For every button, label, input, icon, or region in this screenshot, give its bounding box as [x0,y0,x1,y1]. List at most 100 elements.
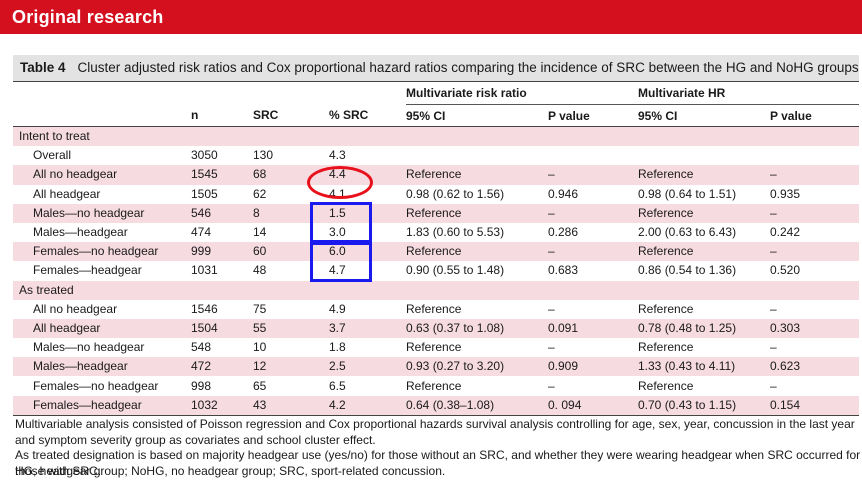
cell-hr-ci: 0.98 (0.64 to 1.51) [638,186,737,201]
table-row: Females—headgear 1032 43 4.2 0.64 (0.38–… [13,395,860,416]
cell-rr-ci: Reference [406,203,548,223]
cell-rr-p: – [548,301,555,316]
cell-hr-p: 0.154 [770,395,860,416]
cell-src: 75 [253,301,267,316]
cell-rr-p: 0.946 [548,186,579,201]
cell-rr-ci: 0.63 (0.37 to 1.08) [406,318,548,339]
cell-src: 12 [253,357,329,377]
cell-rr-p: – [548,378,555,393]
cell-rr-p: 0. 094 [548,395,638,416]
cell-hr-ci: 0.70 (0.43 to 1.15) [638,395,770,416]
cell-rr-p: – [548,165,638,185]
cell-n: 546 [191,203,253,223]
table-label: Table 4 [20,60,66,75]
cell-src: 55 [253,318,329,339]
cell-hr-ci: Reference [638,340,694,355]
cell-hr-p: – [770,203,860,223]
col-header-src: SRC [253,104,329,127]
cell-n: 1504 [191,318,253,339]
cell-hr-ci: Reference [638,378,694,393]
table-row: All headgear 1504 55 3.7 0.63 (0.37 to 1… [13,318,860,339]
row-label: Females—no headgear [13,242,191,262]
cell-rr-ci: Reference [406,340,462,355]
cell-hr-p: – [770,301,777,316]
table-row: Males—headgear 472 12 2.5 0.93 (0.27 to … [13,357,860,377]
cell-hr-ci: Reference [638,203,770,223]
cell-hr-ci: Reference [638,242,770,262]
cell-rr-ci: Reference [406,165,548,185]
cell-hr-p: – [770,340,777,355]
cell-n: 474 [191,225,212,240]
col-header-rr-p: P value [548,104,638,127]
results-table: Multivariate risk ratio Multivariate HR … [13,81,860,416]
cell-rr-ci: Reference [406,378,462,393]
table-row: Overall 3050 130 4.3 [13,146,859,165]
cell-rr-ci: Reference [406,242,548,262]
cell-rr-p: 0.286 [548,225,579,240]
cell-rr-ci: 0.93 (0.27 to 3.20) [406,357,548,377]
table-row: Males—no headgear 546 8 1.5 Reference – … [13,203,860,223]
cell-pct: 2.5 [329,357,406,377]
cell-hr-p: 0.623 [770,357,860,377]
cell-hr-p: 0.303 [770,318,860,339]
table-row: All no headgear 1546 75 4.9 Reference – … [13,300,859,319]
section-row-as-treated: As treated [13,280,860,300]
table-title: Cluster adjusted risk ratios and Cox pro… [77,60,859,75]
section-title: As treated [13,280,860,300]
cell-hr-ci: Reference [638,301,694,316]
cell-rr-ci: 1.83 (0.60 to 5.53) [406,225,505,240]
cell-hr-p: 0.935 [770,186,801,201]
cell-hr-p: – [770,378,777,393]
cell-rr-ci: Reference [406,301,462,316]
cell-src: 10 [253,340,267,355]
cell-pct: 1.8 [329,340,346,355]
cell-pct: 3.7 [329,318,406,339]
row-label: All headgear [33,186,101,201]
row-label: Males—headgear [13,357,191,377]
cell-rr-p: 0.091 [548,318,638,339]
row-label: All no headgear [33,301,118,316]
table-row: All headgear 1505 62 4.1 0.98 (0.62 to 1… [13,185,859,204]
cell-src: 43 [253,395,329,416]
cell-pct: 6.0 [329,242,406,262]
column-header-row: n SRC % SRC 95% CI P value 95% CI P valu… [13,104,860,127]
cell-n: 548 [191,340,212,355]
cell-rr-p: 0.683 [548,263,579,278]
table-row: Males—headgear 474 14 3.0 1.83 (0.60 to … [13,223,859,242]
table-row: Males—no headgear 548 10 1.8 Reference –… [13,338,859,357]
cell-rr-p: – [548,242,638,262]
row-label: Overall [33,148,72,163]
hr-group-header: Multivariate HR [638,81,860,105]
cell-src: 65 [253,378,267,393]
cell-src: 14 [253,225,267,240]
row-label: Males—no headgear [33,340,145,355]
cell-n: 1545 [191,165,253,185]
table-row: Females—no headgear 999 60 6.0 Reference… [13,242,860,262]
cell-hr-p: – [770,242,860,262]
col-header-label [13,104,191,127]
cell-hr-p: 0.520 [770,263,801,278]
cell-src: 62 [253,186,267,201]
col-header-pct-src: % SRC [329,104,406,127]
cell-hr-ci: 0.78 (0.48 to 1.25) [638,318,770,339]
banner-title: Original research [12,7,164,27]
cell-rr-ci: 0.98 (0.62 to 1.56) [406,186,505,201]
cell-rr-p: – [548,340,555,355]
risk-ratio-group-header: Multivariate risk ratio [406,81,638,105]
table-row: Females—headgear 1031 48 4.7 0.90 (0.55 … [13,261,859,280]
cell-n: 472 [191,357,253,377]
cell-hr-ci: 1.33 (0.43 to 4.11) [638,357,770,377]
cell-pct: 4.2 [329,395,406,416]
row-label: Males—no headgear [13,203,191,223]
cell-n: 999 [191,242,253,262]
cell-pct: 6.5 [329,378,346,393]
col-header-n: n [191,104,253,127]
row-label: All no headgear [13,165,191,185]
cell-src: 130 [253,148,274,163]
cell-n: 1032 [191,395,253,416]
cell-hr-p [770,146,859,165]
cell-pct: 1.5 [329,203,406,223]
footnote-abbreviations: HG, headgear group; NoHG, no headgear gr… [15,464,446,478]
section-row-intent-to-treat: Intent to treat [13,126,860,147]
row-label: All headgear [13,318,191,339]
